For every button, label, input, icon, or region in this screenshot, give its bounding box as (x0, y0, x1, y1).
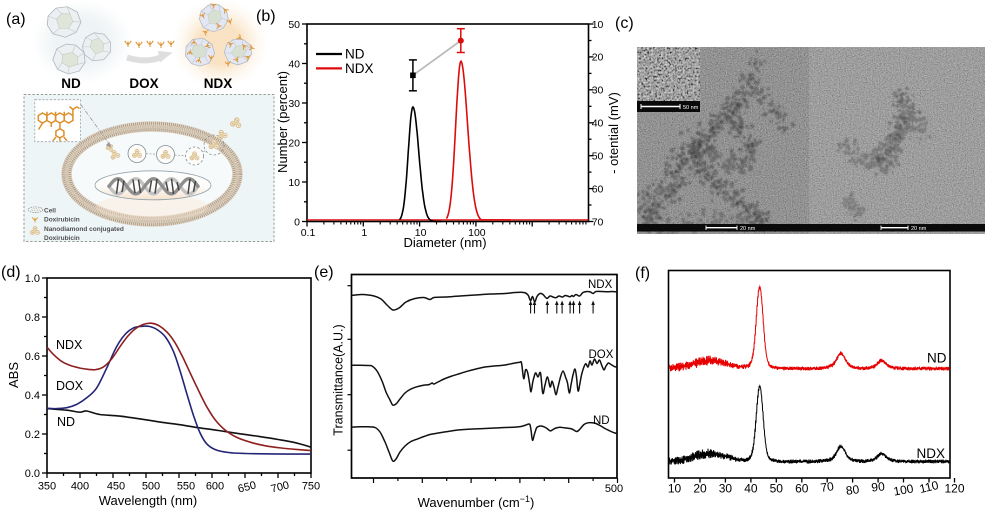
svg-text:Nanodiamond conjugated: Nanodiamond conjugated (44, 226, 124, 233)
svg-text:650: 650 (237, 479, 258, 495)
svg-text:50: 50 (592, 151, 604, 163)
svg-text:40: 40 (744, 482, 758, 496)
svg-text:70: 70 (592, 216, 604, 228)
svg-text:550: 550 (177, 481, 195, 493)
svg-text:NDX: NDX (917, 446, 946, 461)
svg-text:ABS: ABS (6, 362, 21, 388)
svg-text:DOX: DOX (56, 379, 84, 393)
svg-text:30: 30 (288, 98, 300, 110)
svg-text:Wavenumber (cm−1): Wavenumber (cm−1) (418, 494, 535, 510)
svg-text:1: 1 (361, 227, 367, 239)
svg-text:0.8: 0.8 (25, 312, 40, 324)
svg-text:0.4: 0.4 (25, 390, 40, 402)
svg-text:90: 90 (871, 479, 886, 494)
svg-text:NDX: NDX (204, 76, 233, 91)
svg-text:0.2: 0.2 (25, 429, 40, 441)
svg-text:30: 30 (719, 482, 733, 496)
svg-text:NDX: NDX (345, 61, 374, 76)
svg-text:(e): (e) (314, 264, 334, 281)
svg-text:50 nm: 50 nm (683, 105, 699, 111)
svg-text:100: 100 (468, 227, 486, 239)
svg-text:0.1: 0.1 (301, 227, 316, 239)
svg-text:NDX: NDX (588, 279, 613, 291)
svg-text:(f): (f) (635, 265, 650, 282)
svg-text:50: 50 (770, 482, 784, 496)
svg-text:20: 20 (693, 482, 707, 496)
svg-text:NDX: NDX (56, 338, 83, 352)
svg-text:10: 10 (415, 227, 427, 239)
svg-text:120: 120 (944, 482, 964, 496)
svg-text:10: 10 (288, 177, 300, 189)
svg-text:(b): (b) (256, 8, 276, 25)
svg-text:0.6: 0.6 (25, 351, 40, 363)
svg-text:ND: ND (345, 47, 365, 62)
svg-text:10: 10 (668, 482, 682, 496)
svg-text:50: 50 (288, 19, 300, 31)
svg-text:Number (percent): Number (percent) (275, 71, 290, 173)
svg-text:ND: ND (57, 415, 75, 429)
svg-text:0: 0 (294, 216, 300, 228)
svg-text:60: 60 (795, 482, 809, 496)
svg-text:20: 20 (288, 137, 300, 149)
svg-text:Diameter (nm): Diameter (nm) (403, 235, 486, 250)
svg-text:ND: ND (927, 351, 947, 366)
svg-text:30: 30 (592, 85, 604, 97)
svg-text:Doxirubicin: Doxirubicin (44, 217, 80, 224)
svg-text:400: 400 (71, 481, 89, 493)
svg-text:70: 70 (820, 479, 835, 495)
svg-text:500: 500 (142, 481, 160, 493)
svg-text:Wavelength (nm): Wavelength (nm) (99, 493, 198, 508)
svg-text:Transmittance(A.U.): Transmittance(A.U.) (332, 324, 346, 435)
svg-text:DOX: DOX (589, 349, 614, 361)
svg-text:10: 10 (592, 19, 604, 31)
svg-text:750: 750 (302, 481, 320, 493)
svg-text:(a): (a) (6, 11, 26, 28)
svg-text:100: 100 (892, 481, 914, 498)
svg-text:350: 350 (38, 481, 56, 493)
svg-text:60: 60 (592, 183, 604, 195)
svg-text:40: 40 (592, 118, 604, 130)
svg-text:20 nm: 20 nm (740, 226, 756, 232)
svg-text:1.0: 1.0 (25, 273, 40, 285)
svg-text:20: 20 (592, 52, 604, 64)
svg-text:Doxirubicin: Doxirubicin (44, 235, 80, 242)
svg-text:20 nm: 20 nm (911, 226, 927, 232)
svg-text:600: 600 (206, 481, 224, 493)
svg-text:40: 40 (288, 58, 300, 70)
svg-text:ND: ND (61, 76, 81, 91)
svg-text:(d): (d) (1, 264, 21, 281)
svg-text:Cell: Cell (44, 207, 56, 214)
svg-text:500: 500 (605, 483, 623, 495)
svg-text:- otential (mV): - otential (mV) (606, 92, 621, 174)
svg-text:80: 80 (845, 482, 860, 498)
svg-text:(c): (c) (615, 15, 634, 32)
svg-text:0.0: 0.0 (25, 468, 40, 480)
svg-text:110: 110 (918, 478, 940, 496)
svg-text:DOX: DOX (129, 76, 158, 91)
svg-text:700: 700 (270, 479, 291, 495)
svg-text:ND: ND (593, 415, 610, 427)
svg-text:450: 450 (107, 481, 125, 493)
